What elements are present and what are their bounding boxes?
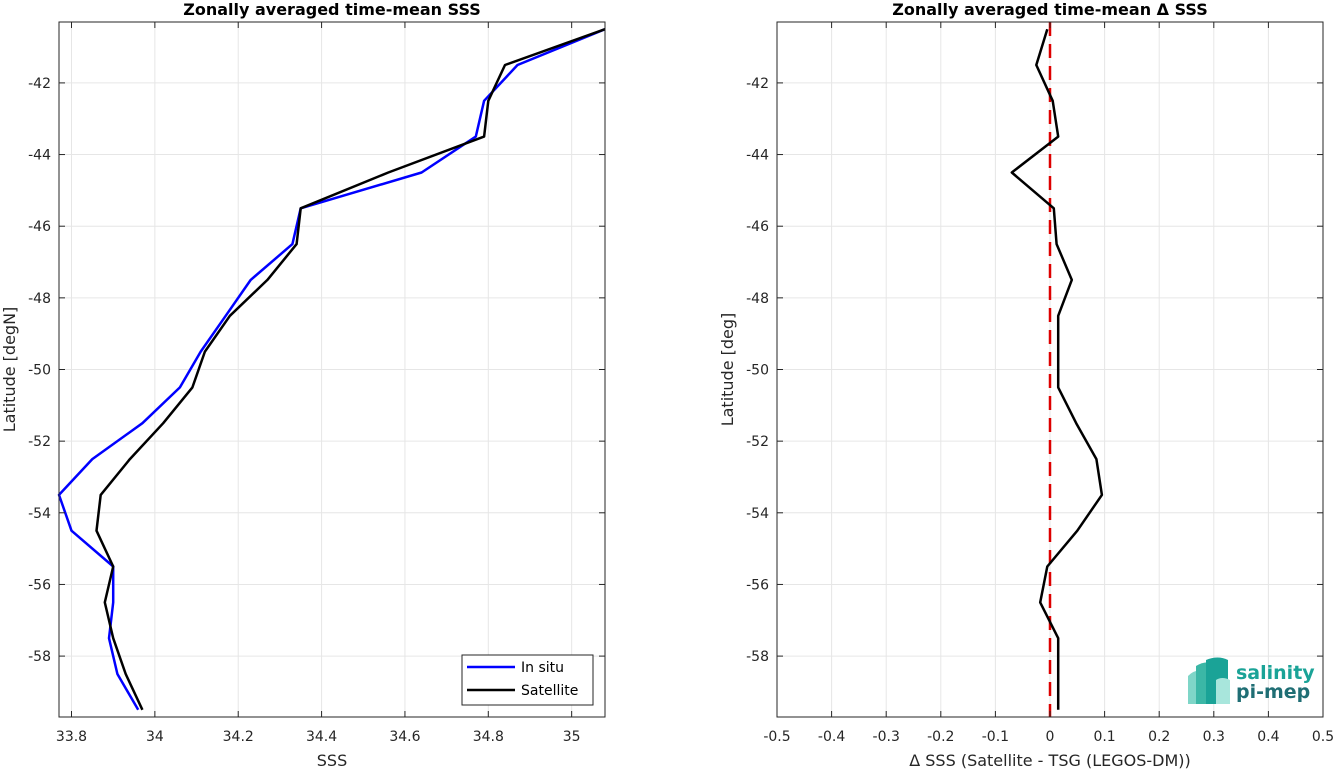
sss-panel: 33.8 34 34.2 34.4 34.6 34.8 35 -58 -56 -54 -52 -50 -…: [0, 0, 606, 769]
x-tick-label: 34.2: [223, 729, 254, 745]
x-tick-label: 0.3: [1203, 729, 1225, 745]
delta-title: Zonally averaged time-mean Δ SSS: [892, 0, 1208, 19]
y-tick-label: -44: [746, 148, 769, 164]
y-tick-label: -42: [28, 76, 51, 92]
y-tick-label: -54: [28, 506, 51, 522]
x-tick-label: 34.4: [306, 729, 337, 745]
y-tick-label: -44: [28, 148, 51, 164]
legend-label-satellite: Satellite: [521, 683, 578, 699]
y-tick-label: -48: [28, 291, 51, 307]
y-tick-label: -42: [746, 76, 769, 92]
y-tick-label: -56: [28, 577, 51, 593]
y-tick-label: -54: [746, 506, 769, 522]
x-tick-label: 34: [146, 729, 164, 745]
logo-wave-icon: [1188, 657, 1230, 704]
y-tick-label: -48: [746, 291, 769, 307]
x-tick-label: -0.5: [763, 729, 790, 745]
x-tick-label: -0.4: [818, 729, 845, 745]
delta-sss-panel: -0.5 -0.4 -0.3 -0.2 -0.1 0 0.1 0.2 0.3 0.4 0.5 -58 -…: [718, 0, 1334, 769]
sss-y-axis-label: Latitude [degN]: [0, 307, 19, 433]
logo-text-salinity: salinity: [1236, 662, 1315, 684]
y-tick-label: -58: [746, 649, 769, 665]
x-tick-label: 0.1: [1093, 729, 1115, 745]
delta-sss-series-line: [1010, 28, 1104, 710]
sss-legend: In situ Satellite: [461, 654, 594, 706]
sss-title: Zonally averaged time-mean SSS: [183, 0, 481, 19]
x-tick-label: 0: [1046, 729, 1055, 745]
sss-x-axis-label: SSS: [317, 751, 347, 769]
y-tick-label: -50: [28, 363, 51, 379]
x-tick-label: -0.1: [982, 729, 1009, 745]
delta-x-axis-label: Δ SSS (Satellite - TSG (LEGOS-DM)): [909, 751, 1191, 769]
legend-box: [461, 654, 594, 706]
x-tick-label: 34.8: [473, 729, 504, 745]
satellite-series-line: [95, 28, 606, 711]
delta-ticks: -0.5 -0.4 -0.3 -0.2 -0.1 0 0.1 0.2 0.3 0.4 0.5 -58 -…: [746, 22, 1334, 745]
x-tick-label: -0.3: [873, 729, 900, 745]
x-tick-label: 35: [563, 729, 581, 745]
salinity-pi-mep-logo: salinity pi-mep: [1188, 657, 1315, 704]
y-tick-label: -58: [28, 649, 51, 665]
x-tick-label: -0.2: [927, 729, 954, 745]
y-tick-label: -46: [746, 219, 769, 235]
sss-grid: [59, 22, 605, 717]
legend-label-in-situ: In situ: [521, 660, 564, 676]
delta-series: [1010, 28, 1104, 710]
y-tick-label: -52: [746, 434, 769, 450]
y-tick-label: -50: [746, 363, 769, 379]
y-tick-label: -46: [28, 219, 51, 235]
x-tick-label: 34.6: [389, 729, 420, 745]
x-tick-label: 0.5: [1312, 729, 1334, 745]
sss-series: [57, 28, 606, 711]
x-tick-label: 33.8: [56, 729, 87, 745]
x-tick-label: 0.4: [1257, 729, 1279, 745]
sss-ticks: 33.8 34 34.2 34.4 34.6 34.8 35 -58 -56 -54 -52 -50 -…: [28, 22, 605, 745]
y-tick-label: -52: [28, 434, 51, 450]
delta-y-axis-label: Latitude [deg]: [718, 313, 737, 427]
logo-text-pi-mep: pi-mep: [1236, 681, 1310, 703]
y-tick-label: -56: [746, 577, 769, 593]
x-tick-label: 0.2: [1148, 729, 1170, 745]
